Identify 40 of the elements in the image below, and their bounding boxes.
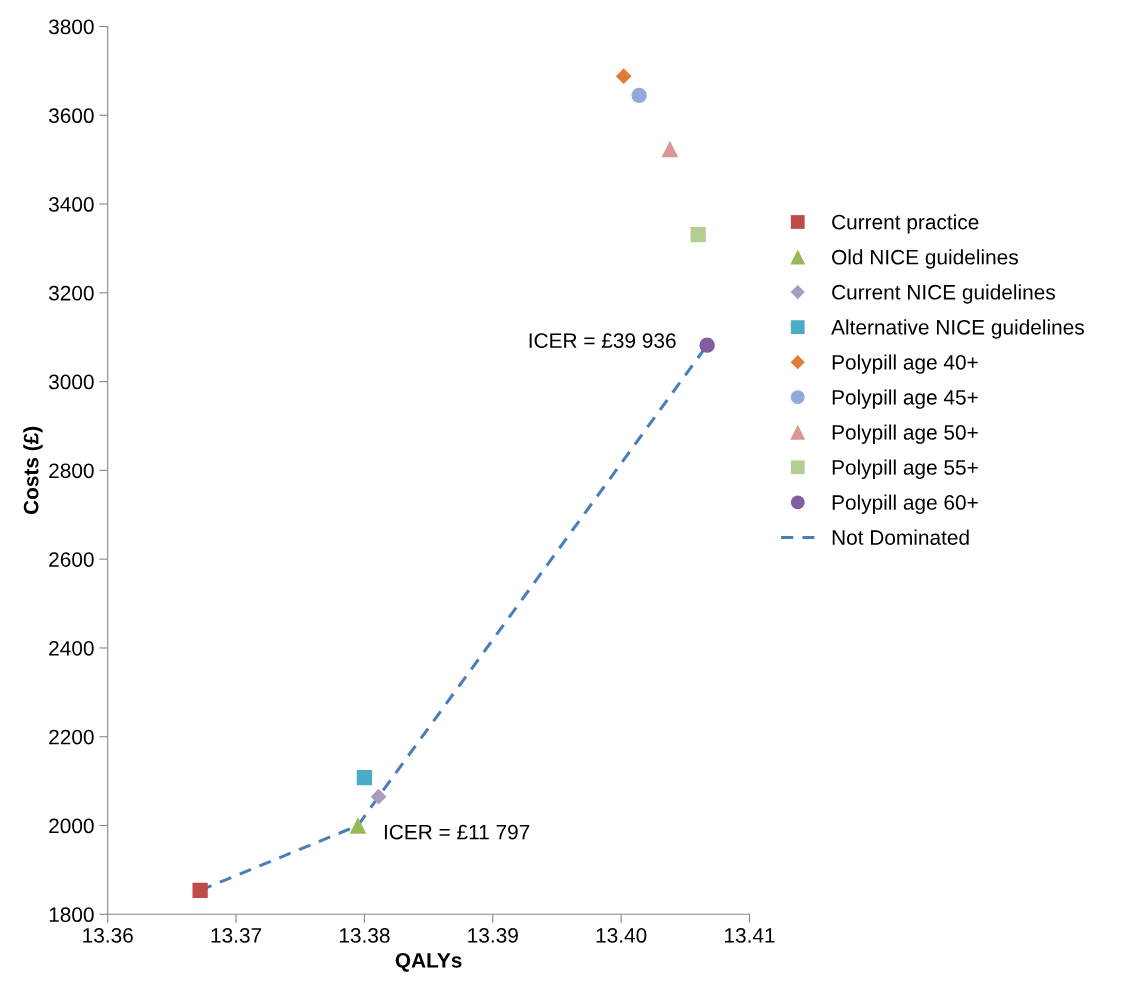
x-tick-label: 13.40 — [596, 928, 647, 943]
legend-label: Polypill age 55+ — [832, 459, 978, 479]
annotation: ICER = £39 936 — [529, 333, 676, 349]
legend-label: Not Dominated — [832, 529, 969, 545]
x-tick-label: 13.38 — [339, 928, 390, 943]
legend-label: Alternative NICE guidelines — [831, 319, 1084, 339]
legend-label: Polypill age 40+ — [832, 354, 978, 374]
y-tick-label: 2800 — [49, 463, 94, 479]
x-tick-label: 13.37 — [211, 928, 262, 943]
y-tick-label: 3000 — [48, 374, 94, 390]
y-tick-label: 3800 — [48, 19, 94, 35]
point — [370, 788, 387, 805]
legend-label: Current practice — [832, 214, 979, 234]
x-tick-label: 13.36 — [83, 928, 133, 943]
point — [356, 769, 373, 786]
y-tick-label: 3200 — [48, 285, 94, 301]
x-axis-title: QALYs — [395, 953, 462, 972]
point — [192, 882, 208, 898]
annotation: ICER = £11 797 — [384, 824, 530, 840]
legend-label: Current NICE guidelines — [832, 284, 1055, 304]
point — [661, 140, 679, 158]
y-tick-label: 2200 — [49, 729, 94, 745]
point — [615, 68, 632, 85]
point — [699, 337, 715, 353]
y-tick-label: 3400 — [48, 197, 94, 212]
y-tick-label: 3600 — [48, 108, 94, 124]
y-tick-label: 2400 — [49, 640, 94, 656]
x-tick-label: 13.41 — [725, 928, 775, 943]
point — [349, 817, 367, 834]
y-tick-label: 2600 — [49, 552, 94, 567]
point — [690, 227, 706, 243]
point — [631, 87, 647, 103]
legend-label: Old NICE guidelines — [832, 249, 1018, 269]
x-tick-label: 13.39 — [468, 928, 518, 943]
y-tick-label: 1800 — [49, 907, 94, 923]
legend-label: Polypill age 45+ — [832, 389, 978, 409]
y-axis-title: Costs (£) — [23, 426, 43, 515]
y-tick-label: 2000 — [49, 818, 94, 834]
legend-label: Polypill age 50+ — [832, 424, 978, 444]
legend-label: Polypill age 60+ — [832, 494, 978, 514]
